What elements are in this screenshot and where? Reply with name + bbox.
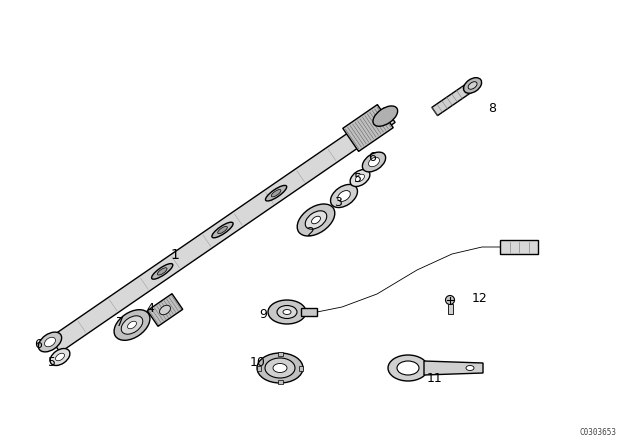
Ellipse shape	[268, 300, 306, 324]
Polygon shape	[432, 84, 472, 116]
Polygon shape	[50, 108, 395, 353]
Polygon shape	[447, 304, 452, 314]
Ellipse shape	[305, 211, 327, 229]
Ellipse shape	[397, 361, 419, 375]
Polygon shape	[147, 294, 183, 326]
Text: 11: 11	[427, 371, 443, 384]
Polygon shape	[500, 240, 538, 254]
Ellipse shape	[350, 169, 370, 186]
Ellipse shape	[38, 332, 61, 352]
Ellipse shape	[312, 216, 321, 224]
Ellipse shape	[212, 222, 233, 238]
Ellipse shape	[445, 296, 454, 305]
Ellipse shape	[159, 305, 170, 315]
Ellipse shape	[277, 306, 297, 319]
Ellipse shape	[121, 316, 143, 334]
Text: 10: 10	[250, 356, 266, 369]
Ellipse shape	[50, 349, 70, 366]
Polygon shape	[343, 104, 393, 151]
Ellipse shape	[127, 321, 136, 329]
Ellipse shape	[265, 358, 295, 378]
Text: 5: 5	[354, 172, 362, 185]
Text: 2: 2	[306, 225, 314, 238]
Ellipse shape	[373, 106, 397, 126]
Polygon shape	[278, 352, 282, 356]
Text: 7: 7	[116, 315, 124, 328]
Polygon shape	[424, 361, 483, 375]
Ellipse shape	[297, 204, 335, 236]
Ellipse shape	[271, 190, 281, 197]
Text: 9: 9	[259, 307, 267, 320]
Text: 3: 3	[334, 195, 342, 208]
Ellipse shape	[257, 353, 303, 383]
Text: 5: 5	[48, 356, 56, 369]
Text: 8: 8	[488, 102, 496, 115]
Ellipse shape	[388, 355, 428, 381]
Ellipse shape	[114, 310, 150, 340]
Polygon shape	[301, 308, 317, 316]
Ellipse shape	[369, 157, 380, 167]
Polygon shape	[299, 366, 303, 370]
Polygon shape	[278, 380, 282, 384]
Ellipse shape	[466, 366, 474, 370]
Ellipse shape	[273, 363, 287, 372]
Ellipse shape	[152, 263, 173, 279]
Ellipse shape	[338, 190, 350, 202]
Text: 1: 1	[171, 248, 179, 262]
Text: C0303653: C0303653	[579, 427, 616, 436]
Ellipse shape	[330, 185, 358, 207]
Ellipse shape	[356, 174, 364, 182]
Ellipse shape	[157, 268, 167, 275]
Text: 6: 6	[368, 151, 376, 164]
Ellipse shape	[283, 310, 291, 314]
Ellipse shape	[45, 337, 56, 347]
Ellipse shape	[463, 78, 482, 93]
Polygon shape	[257, 366, 261, 370]
Text: 4: 4	[146, 302, 154, 314]
Ellipse shape	[362, 152, 386, 172]
Text: 12: 12	[472, 292, 488, 305]
Ellipse shape	[266, 185, 287, 201]
Ellipse shape	[218, 226, 227, 234]
Ellipse shape	[468, 82, 477, 89]
Text: 6: 6	[34, 337, 42, 350]
Ellipse shape	[56, 353, 65, 361]
